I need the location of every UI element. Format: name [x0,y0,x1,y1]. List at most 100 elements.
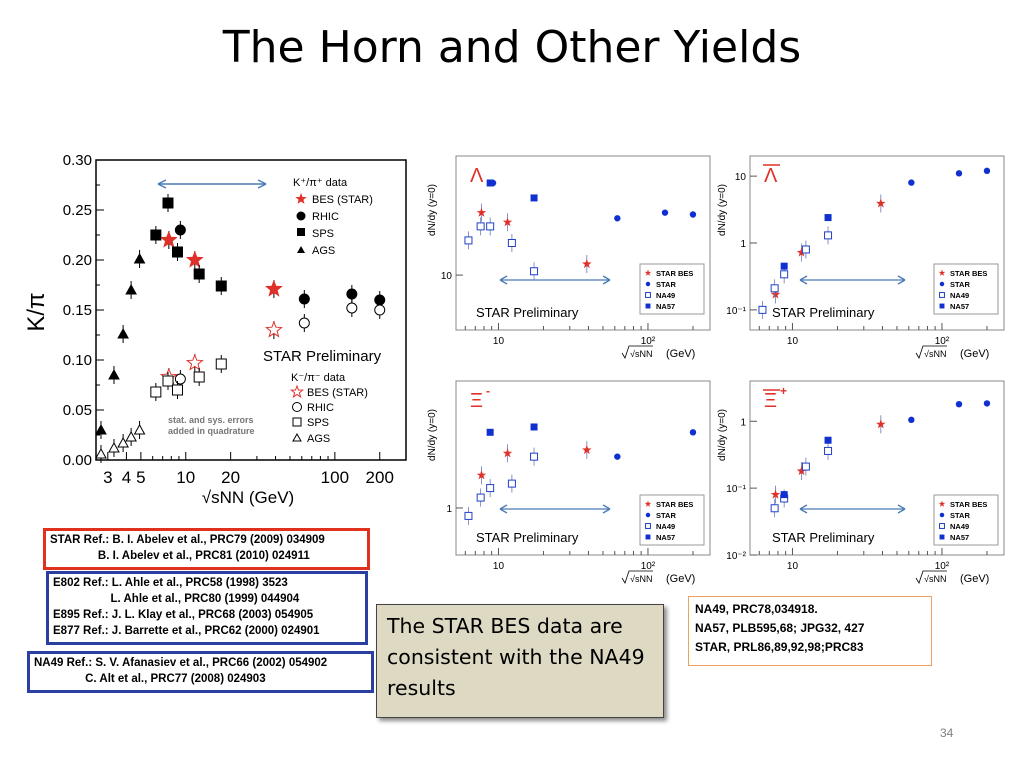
data-point-star [502,448,513,458]
y-tick-label: 0.15 [63,302,92,319]
data-point-open-square [476,222,485,231]
x-tick-label: 10² [641,336,656,347]
data-point-dot [614,453,621,460]
panel-legend-label: STAR [950,280,970,289]
data-point-open-square [801,462,810,471]
panel-legend-label: NA49 [950,522,969,531]
data-point-triangle [133,252,146,264]
panel-xlabel: √sNN [924,349,946,359]
x-tick-label: 10 [787,561,799,572]
errors-note-1: stat. and sys. errors [168,415,254,425]
legend-neg-sps: SPS [307,417,329,429]
data-point-open-square [464,511,473,520]
y-tick-label: 10⁻¹ [726,484,746,495]
data-point-open-square [530,267,539,276]
sqrt-sign [915,570,947,584]
x-tick-label: 100 [321,468,349,487]
legend-pos-rhic: RHIC [312,211,339,223]
x-tick-label: 10 [176,468,195,487]
data-point-circle [298,293,310,305]
x-tick-label: 10 [493,561,505,572]
x-tick-label: 10² [935,336,950,347]
data-point-open-square [464,236,473,245]
data-point-open-square [770,504,779,513]
panel-legend-label: NA57 [950,302,969,311]
panel-xlabel: √sNN [924,574,946,584]
legend-pos-header: K⁺/π⁺ data [293,177,348,189]
data-point-triangle [108,368,120,380]
panel-legend-label: STAR BES [656,269,693,278]
data-point-dot [661,209,669,216]
particle-label: Ξ [764,390,777,412]
x-tick-label: 10 [787,336,799,347]
y-tick-label: 1 [446,504,452,515]
data-point-triangle [117,327,129,339]
data-point-star [876,419,886,429]
legend-neg-sps-icon [292,417,302,427]
data-point-dot [955,170,963,177]
data-point-circle [346,288,358,300]
data-point-triangle [95,423,107,435]
citations-box: NA49, PRC78,034918. NA57, PLB595,68; JPG… [688,596,932,666]
data-point-star [644,269,652,276]
panel-preliminary: STAR Preliminary [772,530,875,545]
sqrt-sign [621,345,653,359]
particle-label: Λ [764,165,778,187]
data-point-dot [939,281,945,287]
y-tick-label: 0.30 [63,152,92,169]
data-point-dot [645,281,651,287]
legend-neg-rhic: RHIC [307,402,334,414]
legend-pos-sps: SPS [312,228,334,240]
y-tick-label: 1 [740,239,746,250]
x-tick-label: 3 [103,468,112,487]
data-point-triangle [125,283,137,295]
data-point-circle [374,304,386,316]
panel-ylabel: dN/dy (y=0) [427,409,438,461]
y-tick-label: 10⁻² [726,551,746,562]
y-tick-label: 0.20 [63,252,92,269]
legend-neg-star-icon [289,384,305,399]
data-point-dot [908,179,915,186]
data-point-square [215,280,227,292]
y-tick-label: 0.10 [63,352,92,369]
data-point-star [938,269,946,276]
x-tick-label: 10 [493,336,505,347]
legend-pos-ags-icon [297,246,305,253]
data-point-star [185,250,204,268]
legend-neg-rhic-icon [292,402,302,412]
data-point-star [770,489,781,499]
panel-legend-label: STAR [656,280,676,289]
data-point-triangle [133,423,146,435]
x-tick-label: 4 [122,468,131,487]
legend-pos-ags: AGS [312,245,335,257]
data-point-circle [174,224,186,236]
data-point-star [502,217,513,227]
data-point-circle [298,317,310,329]
na49-ref-box: NA49 Ref.: S. V. Afanasiev et al., PRC66… [27,651,374,693]
data-point-dot [645,512,651,518]
legend-neg-ags: AGS [307,433,330,445]
antilambda-panel: dN/dy (y=0) 10⁻¹ 1 10 10 10² √sNN (GeV) Λ STAR Pr… [717,155,1005,360]
x-tick-label: 10² [935,561,950,572]
panel-legend-box [639,494,705,546]
data-point-open-square [645,523,651,529]
data-point-star [770,289,781,299]
data-point-square [193,268,205,280]
data-point-star [476,207,487,217]
data-point-star [476,470,487,480]
data-point-open-square [758,305,767,314]
panel-xlabel: √sNN [630,349,652,359]
data-point-open-square [507,239,516,247]
panel-legend-label: NA49 [656,291,675,300]
panel-ylabel: dN/dy (y=0) [717,184,728,236]
data-point-circle [346,302,358,314]
data-point-dot [689,211,697,218]
particle-label: Λ [470,165,484,187]
panel-legend-label: NA49 [656,522,675,531]
data-point-dot [689,429,697,436]
panel-legend-label: NA57 [950,533,969,542]
particle-label: Ξ [470,390,483,412]
panel-xlabel-unit: (GeV) [666,348,695,360]
data-point-open-square [486,222,495,231]
panel-legend-label: STAR BES [950,269,987,278]
